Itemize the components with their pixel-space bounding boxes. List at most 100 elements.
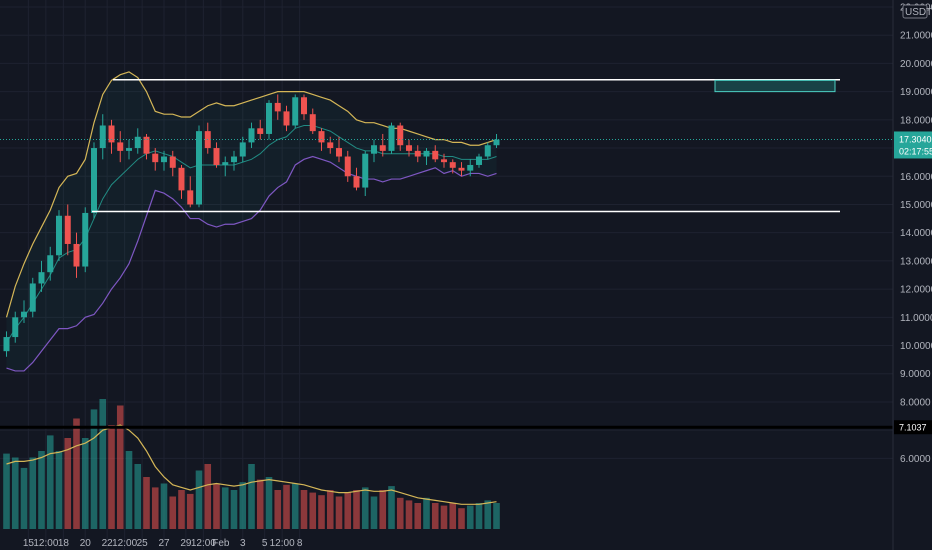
countdown-timer: 02:17:55 (899, 146, 932, 156)
candle-body (327, 142, 334, 149)
volume-bar (81, 438, 89, 529)
candle-body (493, 139, 500, 146)
volume-bar (414, 503, 422, 529)
candle-body (336, 148, 342, 157)
candle-body (406, 145, 412, 151)
volume-bar (64, 438, 72, 529)
volume-bar (265, 477, 273, 529)
candle-body (82, 212, 89, 267)
candle-body (126, 148, 132, 151)
y-tick-label: 10.0000 (900, 341, 932, 352)
candle-body (3, 337, 10, 352)
bollinger-upper-line (5, 71, 497, 318)
bollinger-lower-line (6, 155, 497, 372)
volume-bar (46, 435, 54, 529)
candle-body (423, 150, 430, 157)
volume-bar (3, 453, 10, 529)
x-tick-label: 29 (180, 538, 192, 549)
candle-body (432, 150, 439, 160)
candle-body (178, 167, 185, 191)
candle-body (213, 148, 220, 165)
candle-body (222, 162, 229, 165)
candle-body (388, 125, 395, 151)
y-tick-label: 8.0000 (900, 397, 931, 408)
x-tick-label: 15 (23, 538, 35, 549)
volume-bar (90, 409, 98, 529)
candle-body (169, 156, 176, 168)
currency-badge-label: USDT (905, 7, 932, 18)
candle-body (12, 317, 19, 338)
volume-bar (20, 467, 28, 529)
volume-bar (423, 497, 430, 529)
y-tick-label: 18.0000 (900, 115, 932, 126)
volume-bar (256, 479, 264, 529)
volume-bar (475, 503, 483, 529)
volume-bar (143, 477, 150, 529)
y-tick-label: 13.0000 (900, 256, 932, 267)
candle-body (292, 97, 299, 126)
candle-body (99, 125, 106, 149)
current-price-tag: 17.3040 02:17:55 (894, 131, 932, 159)
volume-bar (213, 483, 220, 529)
x-tick-label: 8 (297, 538, 303, 549)
candle-body (344, 156, 351, 177)
candle-body (309, 114, 316, 132)
volume-bar (405, 500, 413, 529)
candle-body (484, 145, 491, 157)
candle-body (91, 148, 97, 213)
volume-bar (230, 490, 238, 529)
x-tick-label: 22 (102, 538, 114, 549)
candle-body (467, 164, 474, 171)
volume-ma-line (6, 424, 497, 505)
y-tick-label: 6.0000 (900, 454, 931, 465)
candle-body (257, 128, 264, 134)
y-tick-label: 11.0000 (900, 313, 932, 324)
candle-body (21, 311, 27, 318)
volume-bar (370, 496, 378, 529)
horizontal-line-tag-box (894, 420, 932, 435)
y-tick-label: 19.0000 (900, 87, 932, 98)
volume-bar (379, 490, 387, 529)
volume-bar (335, 496, 343, 529)
volume-bar (344, 492, 352, 529)
volume-bar (11, 457, 19, 529)
volume-bar (204, 464, 212, 529)
volume-bar (388, 486, 395, 529)
volume-bar (134, 464, 142, 529)
x-tick-label: 12:00 (33, 538, 58, 549)
volume-bar (116, 405, 124, 529)
volume-bar (300, 490, 308, 529)
volume-bar (178, 490, 185, 529)
volume-bar (440, 505, 448, 529)
candle-body (187, 190, 194, 205)
x-tick-label: 20 (80, 538, 92, 549)
volume-bar (186, 493, 194, 529)
candle-body (248, 128, 255, 143)
x-tick-label: 25 (137, 538, 149, 549)
x-tick-label: 12:00 (112, 538, 137, 549)
candle-body (108, 125, 115, 143)
x-tick-label: 12:00 (270, 538, 295, 549)
candle-body (283, 111, 290, 126)
x-tick-label: 12:00 (191, 538, 216, 549)
current-price-tag-box (894, 131, 932, 159)
volume-bar (29, 457, 37, 529)
candle-body (266, 102, 272, 134)
target-box (714, 79, 836, 93)
y-tick-label: 21.0000 (900, 31, 932, 42)
candle-body (161, 156, 167, 163)
volume-bar (108, 425, 115, 529)
candle-body (318, 131, 325, 143)
candle-body (239, 142, 246, 157)
volume-bar (318, 495, 325, 529)
candle-body (134, 136, 141, 149)
volume-bar (458, 508, 465, 529)
volume-bar (73, 418, 80, 529)
candle-body (38, 272, 45, 284)
volume-bar (160, 483, 168, 529)
price-axis-panel (893, 0, 932, 550)
volume-bar (239, 482, 247, 529)
x-tick-label: 27 (158, 538, 170, 549)
